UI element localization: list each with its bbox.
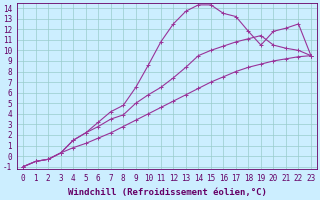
X-axis label: Windchill (Refroidissement éolien,°C): Windchill (Refroidissement éolien,°C) (68, 188, 267, 197)
